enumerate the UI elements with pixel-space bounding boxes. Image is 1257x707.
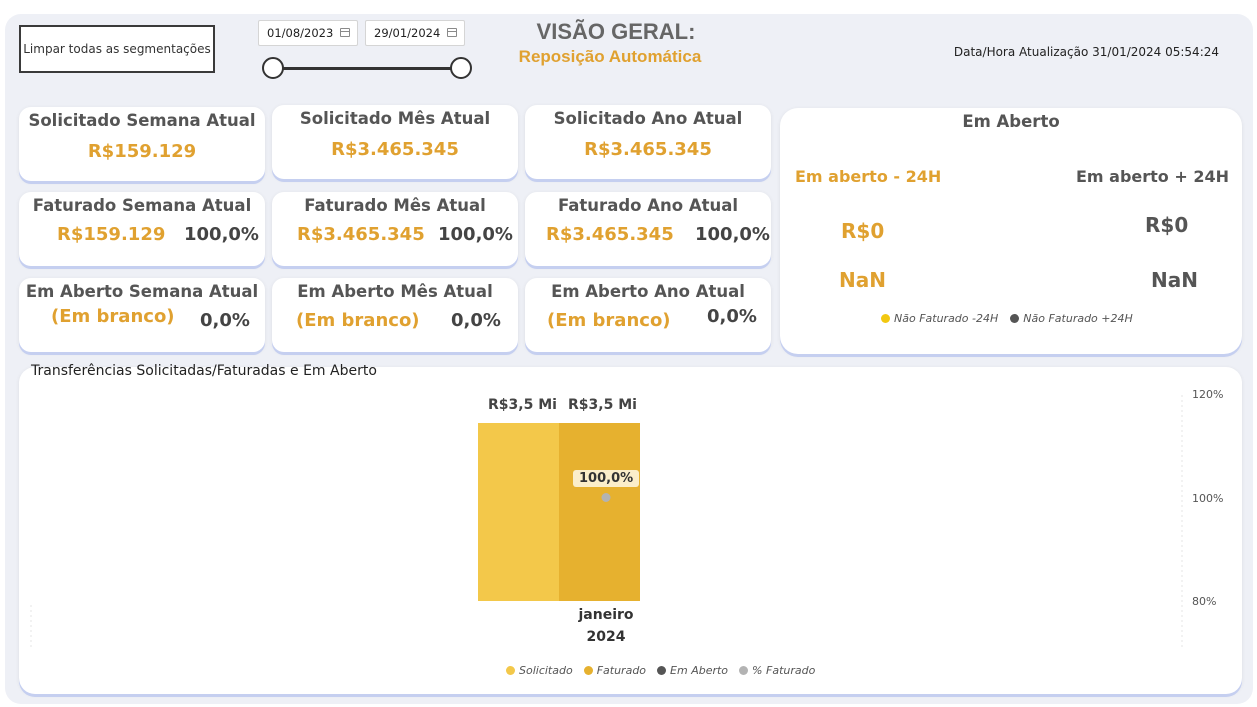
- pct-data-label: 100,0%: [573, 470, 640, 487]
- open-minus-24h-pct: NaN: [839, 268, 886, 292]
- bar-data-label-faturado: R$3,5 Mi: [568, 397, 637, 413]
- legend-swatch: [881, 314, 890, 323]
- card-title: Solicitado Ano Atual: [553, 109, 743, 128]
- calendar-icon[interactable]: [340, 28, 350, 37]
- card-title: Em Aberto Ano Atual: [551, 282, 745, 301]
- card-title: Solicitado Semana Atual: [28, 111, 256, 130]
- card-title: Faturado Mês Atual: [304, 196, 486, 215]
- card-faturado-mes: Faturado Mês Atual R$3.465.345 100,0%: [272, 192, 518, 266]
- legend-swatch: [739, 666, 749, 675]
- x-tick-label-year: 2024: [586, 629, 626, 645]
- page-subtitle: Reposição Automática: [518, 47, 702, 66]
- open-plus-24h-label: Em aberto + 24H: [1075, 167, 1229, 186]
- open-orders-panel: Em Aberto Em aberto - 24H Em aberto + 24…: [780, 108, 1242, 354]
- card-aberto-ano: Em Aberto Ano Atual (Em branco) 0,0%: [525, 278, 771, 352]
- card-value: R$3.465.345: [584, 139, 712, 160]
- card-value: (Em branco): [547, 310, 671, 331]
- card-percent: 100,0%: [184, 224, 259, 245]
- card-faturado-semana: Faturado Semana Atual R$159.129 100,0%: [19, 192, 265, 266]
- x-tick-label-month: janeiro: [578, 607, 634, 623]
- card-title: Faturado Semana Atual: [32, 196, 252, 215]
- card-title: Em Aberto Semana Atual: [25, 282, 259, 301]
- card-aberto-semana: Em Aberto Semana Atual (Em branco) 0,0%: [19, 278, 265, 352]
- slider-end-handle[interactable]: [450, 57, 472, 79]
- legend-swatch: [657, 666, 667, 675]
- open-plus-24h-value: R$0: [1145, 213, 1189, 237]
- start-date-input[interactable]: 01/08/2023: [258, 20, 358, 46]
- legend-label: % Faturado: [752, 664, 816, 677]
- y2-tick-label: 100%: [1192, 492, 1224, 505]
- card-solicitado-mes: Solicitado Mês Atual R$3.465.345: [272, 105, 518, 179]
- legend-label: Faturado: [596, 664, 647, 677]
- open-minus-24h-label: Em aberto - 24H: [795, 167, 942, 186]
- point-pct-faturado[interactable]: [601, 493, 611, 502]
- legend-label: Solicitado: [519, 664, 573, 677]
- panel-title: Em Aberto: [962, 112, 1060, 131]
- bar-solicitado[interactable]: [478, 423, 559, 601]
- legend-label: Em Aberto: [670, 664, 729, 677]
- card-solicitado-ano: Solicitado Ano Atual R$3.465.345: [525, 105, 771, 179]
- card-value: (Em branco): [51, 306, 175, 327]
- start-date-value: 01/08/2023: [267, 26, 334, 40]
- card-value: R$159.129: [87, 141, 197, 162]
- card-value: R$3.465.345: [297, 224, 425, 245]
- y2-tick-label: 80%: [1192, 595, 1217, 608]
- y2-tick-label: 120%: [1192, 388, 1224, 401]
- open-panel-legend: Não Faturado -24H Não Faturado +24H: [881, 312, 1133, 325]
- card-value: (Em branco): [296, 310, 420, 331]
- card-title: Solicitado Mês Atual: [299, 109, 491, 128]
- chart-title: Transferências Solicitadas/Faturadas e E…: [31, 363, 377, 379]
- card-title: Em Aberto Mês Atual: [297, 282, 493, 301]
- legend-swatch: [506, 666, 515, 675]
- card-percent: 0,0%: [707, 306, 757, 327]
- end-date-input[interactable]: 29/01/2024: [365, 20, 465, 46]
- card-percent: 100,0%: [695, 224, 770, 245]
- end-date-value: 29/01/2024: [374, 26, 441, 40]
- bar-data-label-solicitado: R$3,5 Mi: [488, 397, 557, 413]
- open-plus-24h-pct: NaN: [1151, 268, 1198, 292]
- date-range-slider-track[interactable]: [273, 67, 461, 70]
- card-percent: 0,0%: [200, 310, 250, 331]
- legend-label: Não Faturado +24H: [1023, 312, 1133, 325]
- card-faturado-ano: Faturado Ano Atual R$3.465.345 100,0%: [525, 192, 771, 266]
- open-minus-24h-value: R$0: [841, 219, 885, 243]
- calendar-icon[interactable]: [447, 28, 457, 37]
- last-update-text: Data/Hora Atualização 31/01/2024 05:54:2…: [953, 45, 1219, 59]
- bar-faturado[interactable]: [559, 423, 640, 601]
- slider-start-handle[interactable]: [262, 57, 284, 79]
- card-title: Faturado Ano Atual: [557, 196, 739, 215]
- clear-slicers-button[interactable]: Limpar todas as segmentações: [19, 25, 215, 73]
- page-title: VISÃO GERAL:: [536, 19, 696, 44]
- chart-legend: Solicitado Faturado Em Aberto % Faturado: [506, 664, 815, 677]
- legend-swatch: [1010, 314, 1020, 323]
- legend-label: Não Faturado -24H: [894, 312, 999, 325]
- card-aberto-mes: Em Aberto Mês Atual (Em branco) 0,0%: [272, 278, 518, 352]
- card-percent: 100,0%: [438, 224, 513, 245]
- card-value: R$3.465.345: [331, 139, 459, 160]
- card-value: R$3.465.345: [546, 224, 674, 245]
- card-solicitado-semana: Solicitado Semana Atual R$159.129: [19, 107, 265, 181]
- card-value: R$159.129: [57, 224, 166, 245]
- legend-swatch: [583, 666, 593, 675]
- card-percent: 0,0%: [451, 310, 501, 331]
